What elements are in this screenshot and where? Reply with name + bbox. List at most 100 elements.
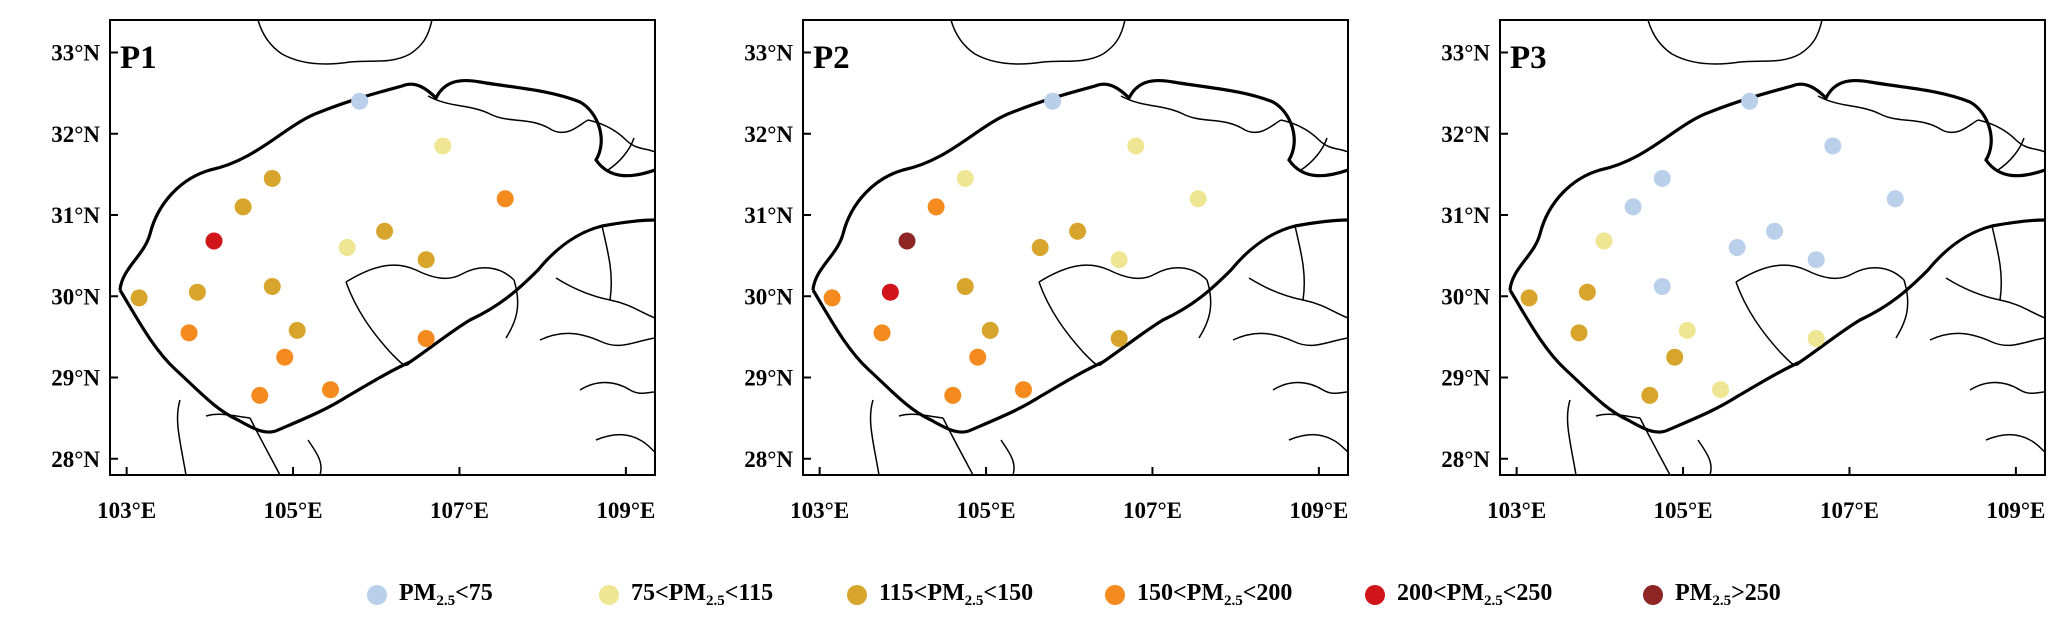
boundary-line [1566,399,1577,475]
station-marker [1595,232,1613,250]
map-frame [109,19,656,476]
station-marker [1653,169,1671,187]
boundary-line [1300,137,1328,171]
boundary-line [1038,264,1208,283]
boundary-line [579,381,655,395]
boundary-line [539,332,655,347]
boundary-line [595,434,655,453]
station-marker [188,283,206,301]
station-marker [1641,386,1659,404]
lat-label: 29°N [744,366,793,391]
boundary-line [942,417,974,475]
legend: PM2.5<75 75<PM2.5<115 115<PM2.5<150 150<PM2… [0,572,2067,618]
base-map-lines [1508,20,2045,475]
station-marker [434,137,452,155]
boundary-line [257,20,411,65]
station-marker [1728,239,1746,256]
legend-swatch [847,585,867,605]
map-panel-2: 33°N 32°N 31°N 30°N 29°N 28°N 103°E 105°E 107°E 1… [744,19,1349,523]
boundary-line [1248,277,1348,319]
lon-label: 105°E [264,498,323,523]
station-marker [234,198,252,216]
lon-label: 107°E [1820,498,1879,523]
boundary-line [1647,20,1801,65]
lat-label: 30°N [1441,284,1490,309]
station-marker [1189,190,1207,208]
base-map-lines [118,20,655,475]
legend-item: 115<PM2.5<150 [847,572,1033,618]
panel-label: P1 [120,40,157,76]
station-marker [205,232,223,250]
lat-label: 31°N [744,203,793,228]
station-marker [881,283,899,301]
station-marker [1766,222,1784,240]
lat-label: 33°N [51,41,100,66]
map-frame [802,19,1349,476]
boundary-line [345,281,411,366]
boundary-line [587,119,655,153]
legend-swatch [599,585,619,605]
basin-boundary-upper [118,78,655,291]
lat-label: 29°N [51,366,100,391]
station-marker [263,169,281,187]
boundary-line [1799,20,1823,55]
legend-swatch [1105,585,1125,605]
panel-label: P3 [1510,40,1547,76]
station-marker [1520,289,1538,307]
map-panel-3: 33°N 32°N 31°N 30°N 29°N 28°N 103°E 105°E 107°E 1… [1441,19,2046,523]
lat-label: 30°N [51,284,100,309]
lat-label: 28°N [1441,447,1490,472]
legend-label: 150<PM2.5<200 [1137,580,1293,609]
station-marker [1031,239,1049,256]
station-marker [338,239,356,256]
lon-label: 109°E [596,498,655,523]
lat-label: 28°N [744,447,793,472]
boundary-line [1272,381,1348,395]
boundary-line [869,399,880,475]
boundary-line [1985,434,2045,453]
station-marker [251,386,269,404]
station-marker [1110,251,1128,269]
boundary-line [1895,279,1909,339]
lon-label: 103°E [97,498,156,523]
boundary-line [505,279,519,339]
station-marker [1044,92,1062,110]
station-marker [288,321,306,339]
station-markers [1520,92,1904,404]
boundary-line [1288,434,1348,453]
station-marker [1578,283,1596,301]
boundary-line [607,137,635,171]
boundary-line [345,264,515,283]
boundary-line [1997,137,2025,171]
lat-label: 32°N [1441,122,1490,147]
boundary-line [1735,264,1905,283]
station-marker [1678,321,1696,339]
boundary-line [1000,439,1015,475]
station-marker [1711,381,1729,399]
station-marker [1110,330,1128,347]
legend-swatch [367,585,387,605]
boundary-line [1198,279,1212,339]
basin-boundary-upper [811,78,1348,291]
boundary-line [1735,281,1801,366]
station-marker [1653,278,1671,295]
basin-boundary-lower [811,218,1348,434]
lat-label: 31°N [51,203,100,228]
boundary-line [1639,417,1671,475]
station-marker [276,348,294,366]
panel-label: P2 [813,40,850,76]
station-marker [1570,324,1588,342]
boundary-line [555,277,655,319]
basin-boundary-upper [1508,78,2045,291]
station-marker [981,321,999,339]
station-marker [823,289,841,307]
boundary-line [601,225,613,301]
boundary-line [409,20,433,55]
station-marker [956,278,974,295]
station-marker [496,190,514,208]
legend-item: 200<PM2.5<250 [1365,572,1552,618]
lat-label: 29°N [1441,366,1490,391]
station-marker [1886,190,1904,208]
boundary-line [1120,95,1282,134]
station-markers [130,92,514,404]
